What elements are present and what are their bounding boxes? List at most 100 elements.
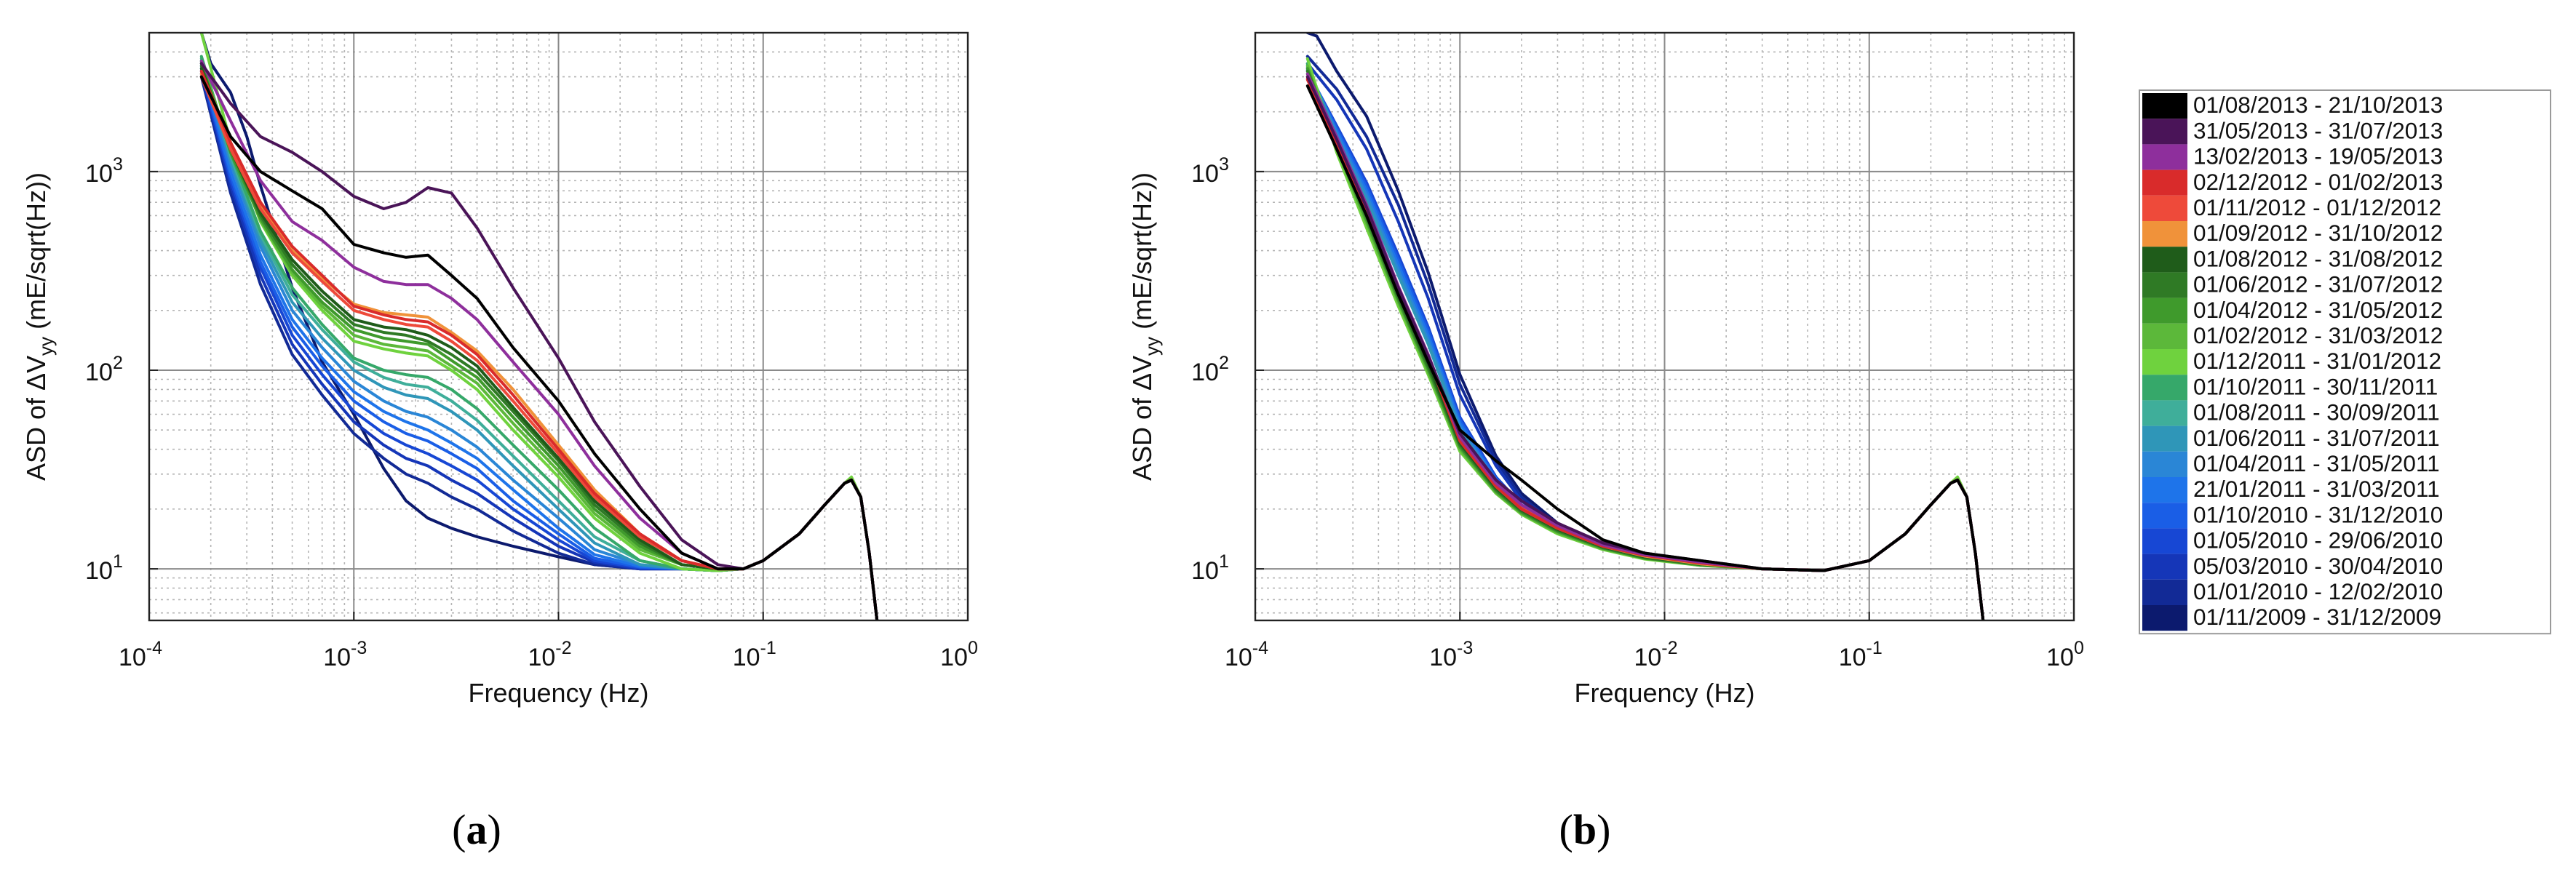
legend-label: 13/02/2013 - 19/05/2013 [2193,143,2443,169]
legend-label: 01/08/2013 - 21/10/2013 [2193,92,2443,118]
y-tick-label: 102 [85,353,123,386]
legend-swatch [2142,451,2187,477]
legend-swatch [2142,323,2187,349]
y-tick-base: 10 [85,557,113,585]
x-tick-base: 10 [733,644,760,671]
y-axis-label: ASD of ΔVyy (mE/sqrt(Hz)) [21,172,57,481]
x-tick-label: 10-1 [733,638,776,671]
legend-swatch [2142,528,2187,554]
legend-label: 01/12/2011 - 31/01/2012 [2193,348,2441,374]
x-tick-label: 10-2 [528,638,571,671]
legend-swatch [2142,221,2187,247]
y-tick-base: 10 [85,359,113,386]
x-tick-label: 10-2 [1634,638,1677,671]
legend-swatch [2142,247,2187,273]
x-tick-exponent: -3 [351,638,367,658]
x-tick-exponent: -3 [1457,638,1473,658]
x-tick-label: 10-4 [119,638,162,671]
x-tick-base: 10 [119,644,146,671]
x-tick-base: 10 [1634,644,1661,671]
legend-label: 21/01/2011 - 31/03/2011 [2193,476,2440,502]
series-group [1305,33,1985,620]
legend-label: 31/05/2013 - 31/07/2013 [2193,117,2443,143]
y-tick-exponent: 1 [113,551,123,572]
x-tick-exponent: -2 [1661,638,1677,658]
y-tick-exponent: 3 [1219,154,1229,175]
legend-swatch [2142,554,2187,580]
x-tick-label: 10-1 [1839,638,1883,671]
grid [1255,33,2074,620]
legend-swatch [2142,477,2187,503]
panel-caption: (b) [1559,806,1611,853]
legend-label: 02/12/2012 - 01/02/2013 [2193,169,2443,195]
x-tick-exponent: -2 [555,638,571,658]
legend-swatch [2142,400,2187,426]
legend-swatch [2142,93,2187,119]
legend-label: 05/03/2010 - 30/04/2010 [2193,553,2443,579]
series-line [1305,84,1985,620]
x-tick-base: 10 [528,644,555,671]
x-tick-label: 10-3 [1429,638,1473,671]
y-tick-label: 103 [85,154,123,188]
legend-label: 01/06/2012 - 31/07/2012 [2193,271,2443,297]
x-tick-base: 10 [1225,644,1252,671]
y-tick-exponent: 2 [113,353,123,373]
legend-label: 01/11/2009 - 31/12/2009 [2193,604,2441,630]
legend-swatch [2142,169,2187,196]
legend-swatch [2142,375,2187,401]
y-axis-label-units: (mE/sqrt(Hz)) [1127,172,1157,337]
legend-swatch [2142,272,2187,298]
y-tick-base: 10 [1191,557,1219,585]
x-tick-base: 10 [1429,644,1457,671]
legend-label: 01/02/2012 - 31/03/2012 [2193,322,2443,348]
legend-swatch [2142,195,2187,221]
y-axis-label-subscript: yy [1141,337,1163,356]
x-tick-exponent: -1 [1867,638,1883,658]
x-tick-base: 10 [2046,644,2074,671]
legend-frame [2139,89,2551,635]
legend-label: 01/04/2011 - 31/05/2011 [2193,450,2440,476]
legend-swatch [2142,579,2187,605]
legend-swatch [2142,425,2187,452]
y-tick-exponent: 2 [1219,353,1229,373]
x-tick-exponent: -4 [146,638,162,658]
x-tick-label: 10-4 [1225,638,1268,671]
y-tick-base: 10 [1191,359,1219,386]
x-tick-base: 10 [940,644,968,671]
legend-swatch [2142,503,2187,529]
legend-label: 01/06/2011 - 31/07/2011 [2193,425,2440,451]
y-axis-label-main: ASD of ΔV [21,356,51,481]
y-axis-label-main: ASD of ΔV [1127,356,1157,481]
legend-label: 01/01/2010 - 12/02/2010 [2193,578,2443,604]
x-tick-base: 10 [323,644,351,671]
series-line [199,75,879,620]
legend-label: 01/10/2011 - 30/11/2011 [2193,373,2438,399]
legend-swatch [2142,349,2187,375]
legend-label: 01/08/2012 - 31/08/2012 [2193,245,2443,271]
legend-label: 01/10/2010 - 31/12/2010 [2193,501,2443,527]
y-tick-label: 102 [1191,353,1229,386]
x-axis-label: Frequency (Hz) [468,678,648,708]
y-axis-label: ASD of ΔVyy (mE/sqrt(Hz)) [1127,172,1163,481]
x-tick-label: 10-3 [323,638,367,671]
legend-label: 01/04/2012 - 31/05/2012 [2193,297,2443,323]
panel-caption: (a) [452,806,501,853]
legend-label: 01/08/2011 - 30/09/2011 [2193,399,2440,425]
x-axis-label: Frequency (Hz) [1574,678,1754,708]
legend-swatch [2142,119,2187,145]
series-group [199,33,879,620]
y-axis-label-units: (mE/sqrt(Hz)) [21,172,51,337]
y-tick-exponent: 3 [113,154,123,175]
legend-swatch [2142,144,2187,170]
x-tick-label: 100 [2046,638,2084,671]
legend-label: 01/09/2012 - 31/10/2012 [2193,220,2443,246]
legend-label: 01/05/2010 - 29/06/2010 [2193,527,2443,554]
x-tick-exponent: -4 [1252,638,1268,658]
x-tick-label: 100 [940,638,978,671]
x-tick-exponent: 0 [968,638,978,658]
y-tick-label: 101 [1191,551,1229,585]
